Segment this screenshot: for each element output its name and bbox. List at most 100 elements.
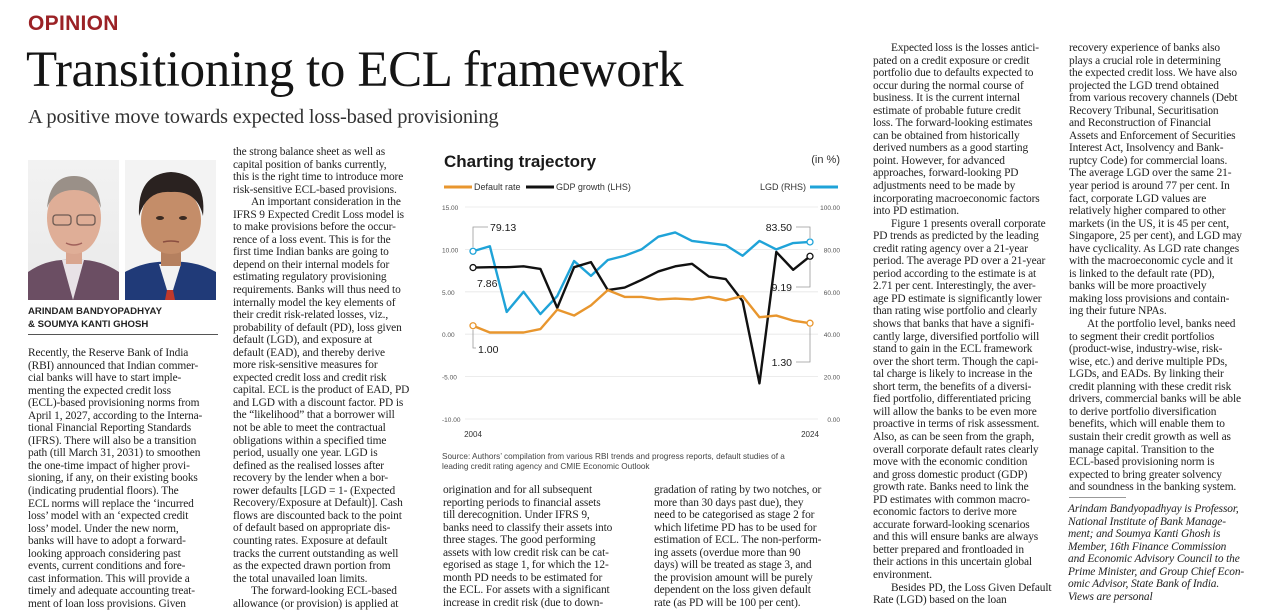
text-line: period according to the estimate is at	[873, 267, 1037, 280]
subheadline: A positive move towards expected loss-ba…	[28, 106, 499, 128]
text-line: of default based on appropriate dis-	[233, 522, 391, 535]
byline-divider	[28, 334, 218, 335]
text-line: At the portfolio level, banks need	[1087, 318, 1236, 331]
text-line: with the macroeconomic cycle and it	[1069, 255, 1233, 268]
text-line: proactive in terms of risk assessment.	[873, 418, 1040, 431]
left-axis-tick-label: -5.00	[442, 375, 457, 382]
text-line: events, current conditions and fore-	[28, 560, 186, 573]
text-line: menting the expected credit loss	[28, 384, 171, 397]
text-line: Besides PD, the Loss Given Default	[891, 581, 1052, 594]
text-line: Rate (LGD) based on the loan	[873, 594, 1007, 607]
text-line: allowance (or provision) is applied at	[233, 597, 399, 610]
chart-legend: Default rate GDP growth (LHS) LGD (RHS)	[444, 182, 838, 192]
text-line: cantly large, diversified portfolio will	[873, 330, 1040, 343]
text-line: An important consideration in the	[251, 196, 401, 209]
text-line: pated on a credit exposure or credit	[873, 54, 1030, 67]
text-line: default (LGD), and exposure at	[233, 334, 373, 347]
text-line: the ECL. For assets with a significant	[443, 584, 610, 597]
article-column-5: Expected loss is the losses antici-pated…	[873, 42, 1052, 607]
text-line: Singapore, 25 per cent), and LGD may	[1069, 230, 1242, 243]
text-line: Also, as can be seen from the graph,	[873, 430, 1035, 443]
text-line: the provision amount will be purely	[654, 571, 813, 584]
gdp-growth-endpoint-marker	[806, 252, 814, 260]
text-line: than rating wise portfolio and clearly	[873, 305, 1038, 318]
text-line: (indicating prudential floors). The	[28, 485, 179, 498]
text-line: Assets and Enforcement of Securities	[1069, 129, 1236, 142]
text-line: the one-time impact of higher provi-	[28, 459, 190, 472]
text-line: loss’ model with an ‘expected credit	[28, 510, 189, 523]
text-line: ing assets (overdue more than 90	[654, 546, 801, 559]
text-line: move with the economic condition	[873, 456, 1028, 469]
text-line: their credit risk-related losses, viz.,	[233, 309, 389, 322]
text-line: defined as the realised losses after	[233, 459, 384, 472]
text-line: banks will be more proactively	[1069, 280, 1207, 293]
text-line: can be obtained from historically	[873, 129, 1020, 142]
text-line: as the expected drawn portion from	[233, 560, 391, 573]
text-line: till derecognition. Under IFRS 9,	[443, 509, 590, 522]
text-line: and Reconstruction of Financial	[1069, 117, 1212, 130]
article-column-1: Recently, the Reserve Bank of India (RBI)…	[28, 347, 202, 610]
text-line: ment of loan loss provisions. Given	[28, 597, 186, 610]
right-axis-tick-label: 60.00	[824, 290, 841, 297]
text-line: rate (as PD will be 100 per cent).	[654, 596, 801, 609]
article-column-4: gradation of rating by two notches, or mo…	[654, 484, 821, 609]
text-line: three stages. The good performing	[443, 534, 596, 547]
text-line: obligations within a specified time	[233, 434, 387, 447]
text-line: have cyclicality. As LGD rate changes	[1069, 242, 1240, 255]
text-line: assets with low credit risk can be cat-	[443, 546, 609, 559]
text-line: to segment their credit portfolios	[1069, 330, 1215, 343]
text-line: year period is around 77 per cent. In	[1069, 180, 1230, 193]
text-line: banks need to classify their assets into	[443, 521, 613, 534]
text-line: portfolio due to defaults expected to	[873, 67, 1034, 80]
lgd-endpoint-marker	[806, 238, 814, 246]
text-line: more risk-sensitive measures for	[233, 359, 378, 372]
text-line: and gross domestic product (GDP)	[873, 468, 1028, 481]
text-line: the strong balance sheet as well as	[233, 146, 386, 158]
chart-unit-note: (in %)	[811, 154, 840, 166]
legend-label-default-rate: Default rate	[474, 182, 521, 192]
text-line: cial banks will have to start imple-	[28, 372, 182, 385]
text-line: to make provisions before the occur-	[233, 221, 396, 234]
text-line: better prepared and frontloaded in	[873, 543, 1024, 556]
text-line: drivers, commercial banks will be able	[1069, 393, 1241, 406]
text-line: increase in credit risk (due to down-	[443, 596, 604, 609]
x-tick-label: 2004	[464, 430, 482, 439]
text-line: ruptcy Code) for commercial loans.	[1069, 154, 1228, 167]
value-annotation-lgd-end: 83.50	[766, 222, 792, 234]
text-line: estimate of probable future credit	[873, 104, 1021, 117]
text-line: The average LGD over the same 21-	[1069, 167, 1232, 180]
text-line: their actions in this uncertain global	[873, 556, 1032, 569]
text-line: accurate forward-looking scenarios	[873, 518, 1030, 531]
text-line: ECL norms will replace the ‘incurred	[28, 497, 194, 510]
annotation-leader-line	[796, 260, 811, 288]
text-line: path (till March 31, 2031) to smoothen	[28, 447, 201, 460]
text-line: sustain their credit growth as well as	[1069, 430, 1231, 443]
value-annotation-dr-end: 1.30	[772, 357, 793, 369]
text-line: timely and adequate accounting treat-	[28, 585, 195, 598]
value-annotation-dr-start: 1.00	[478, 344, 499, 356]
text-line: markets (in the US, it is 45 per cent,	[1069, 217, 1229, 230]
headline: Transitioning to ECL framework	[26, 42, 684, 98]
bio-line: Prime Minister, and Group Chief Econ-	[1068, 565, 1245, 578]
text-line: capital. ECL is the product of EAD, PD	[233, 384, 410, 397]
text-line: plays a crucial role in determining	[1069, 54, 1221, 67]
text-line: need to be categorised as stage 2 for	[654, 509, 815, 522]
text-line: April 1, 2027, according to the Interna-	[28, 409, 203, 422]
text-line: approaches, forward-looking PD	[873, 167, 1019, 180]
text-line: estimation of ECL. The non-perform-	[654, 534, 822, 547]
text-line: stand to gain in the ECL framework	[873, 343, 1033, 356]
author-photo-arindam	[28, 160, 119, 300]
text-line: risk-sensitive ECL-based provisions.	[233, 183, 397, 196]
text-line: which lifetime PD has to be used for	[654, 521, 817, 534]
lgd-series-line	[472, 231, 811, 316]
author-photo-soumya	[125, 160, 216, 300]
bio-line: Arindam Bandyopadhyay is Professor,	[1068, 503, 1239, 515]
right-axis-tick-label: 40.00	[824, 332, 841, 339]
annotation-leader-line	[472, 329, 476, 349]
text-line: ECL-based provisioning norm is	[1069, 456, 1215, 469]
text-line: (product-wise, industry-wise, risk-	[1069, 343, 1223, 356]
text-line: IFRS 9 Expected Credit Loss model is	[233, 208, 404, 221]
text-line: PD estimates with common macro-	[873, 493, 1030, 506]
text-line: making loss provisions and contain-	[1069, 292, 1230, 305]
text-line: into PD estimation.	[873, 205, 959, 218]
